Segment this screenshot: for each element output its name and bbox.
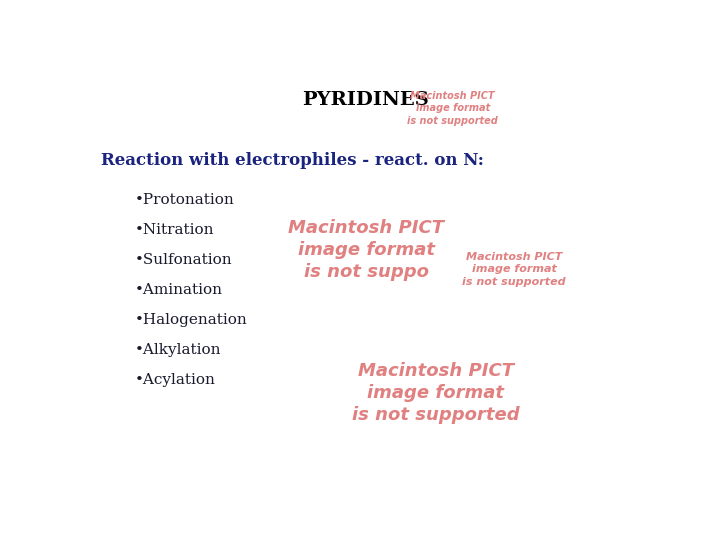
- Text: •Halogenation: •Halogenation: [135, 313, 248, 327]
- Text: •Sulfonation: •Sulfonation: [135, 253, 233, 267]
- Text: Reaction with electrophiles - react. on N:: Reaction with electrophiles - react. on …: [101, 152, 484, 169]
- Text: •Alkylation: •Alkylation: [135, 342, 221, 356]
- Text: •Acylation: •Acylation: [135, 373, 215, 387]
- Text: Macintosh PICT
image format
is not supported: Macintosh PICT image format is not suppo…: [352, 362, 520, 424]
- Text: •Protonation: •Protonation: [135, 193, 235, 207]
- Text: •Nitration: •Nitration: [135, 223, 214, 237]
- Text: Macintosh PICT
image format
is not supported: Macintosh PICT image format is not suppo…: [408, 91, 498, 126]
- Text: Macintosh PICT
image format
is not supported: Macintosh PICT image format is not suppo…: [462, 252, 566, 287]
- Text: PYRIDINES: PYRIDINES: [302, 91, 429, 109]
- Text: Macintosh PICT
image format
is not suppo: Macintosh PICT image format is not suppo: [288, 219, 444, 281]
- Text: •Amination: •Amination: [135, 283, 222, 297]
